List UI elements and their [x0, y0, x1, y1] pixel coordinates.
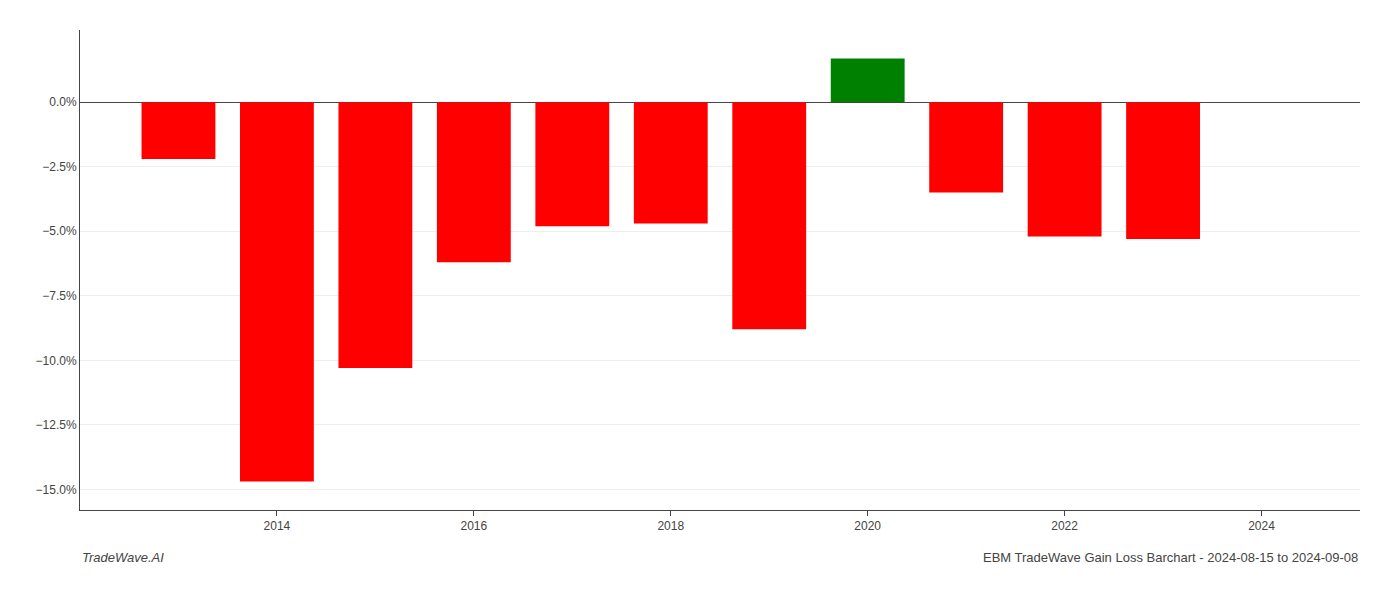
svg-text:2024: 2024	[1248, 519, 1275, 533]
svg-text:−12.5%: −12.5%	[36, 418, 77, 432]
svg-text:−10.0%: −10.0%	[36, 354, 77, 368]
svg-text:2014: 2014	[264, 519, 291, 533]
svg-text:−7.5%: −7.5%	[42, 289, 77, 303]
svg-text:EBM TradeWave Gain Loss Barcha: EBM TradeWave Gain Loss Barchart - 2024-…	[983, 550, 1358, 565]
svg-text:−5.0%: −5.0%	[42, 224, 77, 238]
svg-text:0.0%: 0.0%	[49, 95, 77, 109]
svg-text:2018: 2018	[657, 519, 684, 533]
svg-text:−15.0%: −15.0%	[36, 483, 77, 497]
svg-text:2016: 2016	[460, 519, 487, 533]
svg-text:2020: 2020	[854, 519, 881, 533]
svg-text:−2.5%: −2.5%	[42, 160, 77, 174]
svg-text:2022: 2022	[1051, 519, 1078, 533]
svg-text:TradeWave.AI: TradeWave.AI	[82, 550, 164, 565]
